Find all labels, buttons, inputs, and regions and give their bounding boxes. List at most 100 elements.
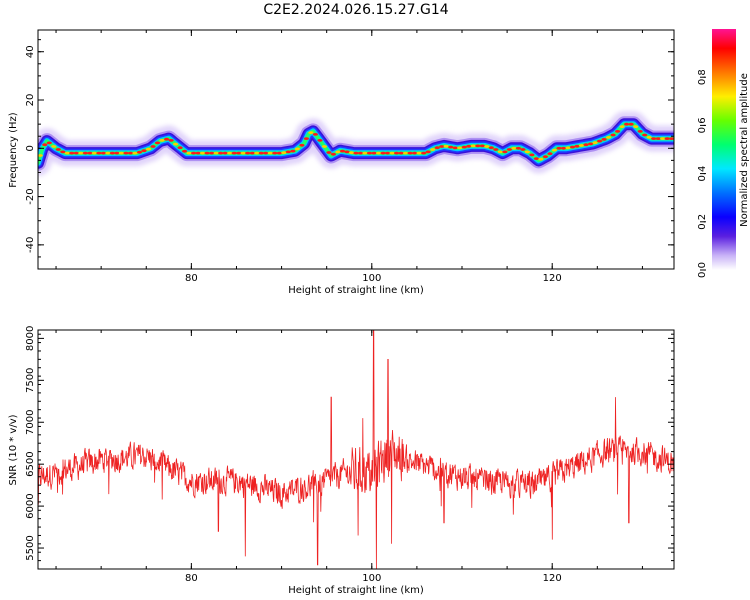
spectrum-core (204, 151, 210, 155)
spectrum-core (87, 151, 93, 155)
spectrum-core (502, 150, 508, 154)
spectrum-core (46, 141, 52, 145)
spectrum-core (195, 151, 201, 155)
spectrum-core (136, 150, 143, 154)
spectrum-core (619, 125, 625, 128)
spectrum-core (344, 150, 350, 154)
spectrum-core (78, 151, 84, 155)
x-tick-label: 100 (362, 573, 381, 584)
spectrum-core (73, 151, 79, 155)
spectrum-core (664, 137, 670, 141)
top-ylabel: Frequency (Hz) (8, 112, 19, 188)
spectrum-core (551, 148, 558, 152)
spectrum-core (51, 145, 57, 148)
spectrum-core (276, 151, 282, 155)
spectrum-core (317, 139, 323, 142)
colorbar-label: Normalized spectral amplitude (739, 73, 750, 227)
axes-frame (37, 29, 675, 270)
snr-plot (38, 330, 674, 569)
spectrum-core (127, 151, 134, 155)
axes-frame (37, 329, 675, 570)
spectrum-core (565, 146, 571, 150)
spectrum-core (312, 133, 318, 136)
spectrum-core (430, 148, 436, 151)
spectrum-core (398, 151, 404, 155)
spectrum-core (542, 155, 549, 159)
spectrum-core (533, 157, 540, 161)
spectrum-core (164, 137, 170, 141)
spectrum-core (574, 144, 580, 148)
spectrum-core (154, 141, 161, 145)
colorbar-tick-label: 0.0 (697, 262, 708, 278)
spectrum-core (560, 146, 567, 150)
spectrum-core (633, 125, 639, 128)
colorbar-ticks: 0.0 0.2 0.4 0.6 0.8 (697, 69, 708, 278)
spectrum-core (339, 149, 346, 153)
spectrum-core (520, 148, 526, 151)
spectrum-core (60, 150, 66, 154)
spectrum-core (357, 151, 364, 155)
spectrum-core (457, 146, 463, 150)
spectrum-core (412, 151, 418, 155)
y-tick-label: 6500 (25, 451, 36, 476)
spectrum-core (267, 151, 273, 155)
spectrum-core (145, 147, 152, 151)
y-tick-label: -40 (25, 237, 36, 253)
top-xlabel: Height of straight line (km) (288, 285, 424, 296)
spectrum-core (578, 144, 585, 147)
spectrum-core (218, 151, 224, 155)
spectrum-core (669, 137, 674, 140)
spectrum-core (651, 137, 657, 141)
bottom-axes: 80 100 120 5500 6000 6500 7000 7500 8000 (25, 326, 675, 584)
spectrum-core (109, 151, 115, 155)
top-panel: 80 100 120 -40 -20 0 20 40 Height of straight l… (8, 29, 675, 296)
colorbar-tick-label: 0.6 (697, 117, 708, 133)
spectrum-core (506, 148, 512, 151)
spectrum-core (394, 151, 400, 155)
spectrum-core (497, 150, 503, 154)
spectrum-core (290, 149, 296, 153)
spectrum-core (484, 145, 490, 148)
spectrum-core (168, 139, 174, 142)
spectrum-core (556, 146, 562, 150)
spectrum-core (610, 133, 616, 137)
spectrum-core (326, 151, 332, 154)
spectrum-core (615, 130, 621, 133)
spectrum-core (240, 151, 246, 155)
spectrum-core (389, 151, 395, 155)
spectrum-core (371, 151, 377, 155)
spectrum-core (448, 145, 454, 149)
spectrum-core (646, 136, 652, 139)
spectrum-core (628, 122, 634, 126)
spectrum-core (64, 151, 70, 155)
spectrum-core (443, 144, 449, 148)
x-tick-label: 100 (362, 273, 381, 284)
spectrum-core (91, 151, 97, 155)
spectrum-core (407, 151, 413, 155)
spectrum-core (529, 153, 535, 157)
spectrum-core (488, 146, 494, 150)
spectrum-core (597, 139, 603, 143)
spectrum-core (114, 151, 120, 155)
snr-series-line (38, 330, 674, 569)
spectrum-core (330, 152, 336, 156)
spectrum-core (209, 151, 215, 155)
spectrum-core (299, 143, 305, 147)
spectrum-core (272, 151, 278, 155)
spectrum-core (254, 151, 260, 155)
spectrum-core (583, 143, 589, 147)
spectrum-core (42, 143, 48, 147)
spectrum-core (281, 151, 287, 155)
colorbar: 0.0 0.2 0.4 0.6 0.8 Normalized spectral ampl… (697, 29, 750, 278)
spectrum-core (245, 151, 251, 155)
spectrum-core (150, 145, 156, 148)
y-tick-label: 20 (25, 94, 36, 107)
colorbar-tick-label: 0.8 (697, 69, 708, 85)
top-axes: 80 100 120 -40 -20 0 20 40 (25, 29, 675, 284)
spectrum-core (353, 151, 359, 155)
spectrum-core (96, 151, 102, 155)
spectrum-core (547, 152, 553, 156)
spectrum-core (569, 145, 576, 149)
spectrum-core (434, 146, 440, 150)
